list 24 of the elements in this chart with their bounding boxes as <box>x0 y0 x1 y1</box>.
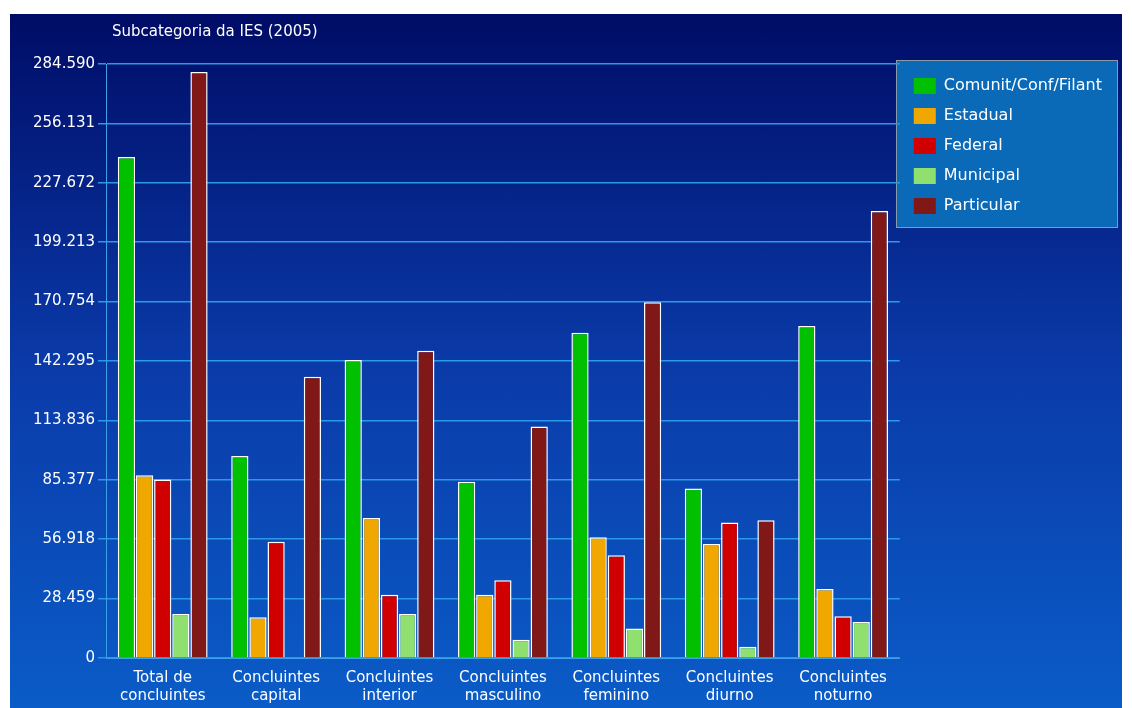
legend-label: Municipal <box>943 165 1020 185</box>
y-tick-label: 56.918 <box>42 529 96 548</box>
y-tick-label: 28.459 <box>42 588 96 607</box>
legend-label: Comunit/Conf/Filant <box>943 75 1103 95</box>
y-tick-label: 199.213 <box>33 232 96 251</box>
y-tick-label: 256.131 <box>33 113 96 132</box>
x-tick-label: Concluintes noturno <box>799 667 888 704</box>
y-tick-label: 170.754 <box>33 291 96 310</box>
y-tick-label: 227.672 <box>33 172 96 191</box>
x-tick-label: Total de concluintes <box>120 667 206 704</box>
x-tick-label: Concluintes feminino <box>572 667 661 704</box>
legend-label: Federal <box>943 135 1003 155</box>
y-tick-label: 0 <box>85 647 96 666</box>
y-tick-label: 142.295 <box>33 350 96 369</box>
y-tick-label: 284.590 <box>33 53 96 72</box>
x-tick-label: Concluintes masculino <box>459 667 547 704</box>
chart-title: Subcategoria da IES (2005) <box>112 22 318 40</box>
legend-label: Particular <box>943 195 1021 215</box>
x-tick-label: Concluintes interior <box>345 667 434 704</box>
y-tick-label: 113.836 <box>33 410 96 429</box>
legend-label: Estadual <box>943 105 1013 125</box>
y-tick-label: 85.377 <box>42 469 96 488</box>
x-tick-label: Concluintes diurno <box>685 667 774 704</box>
x-tick-label: Concluintes capital <box>232 667 321 704</box>
